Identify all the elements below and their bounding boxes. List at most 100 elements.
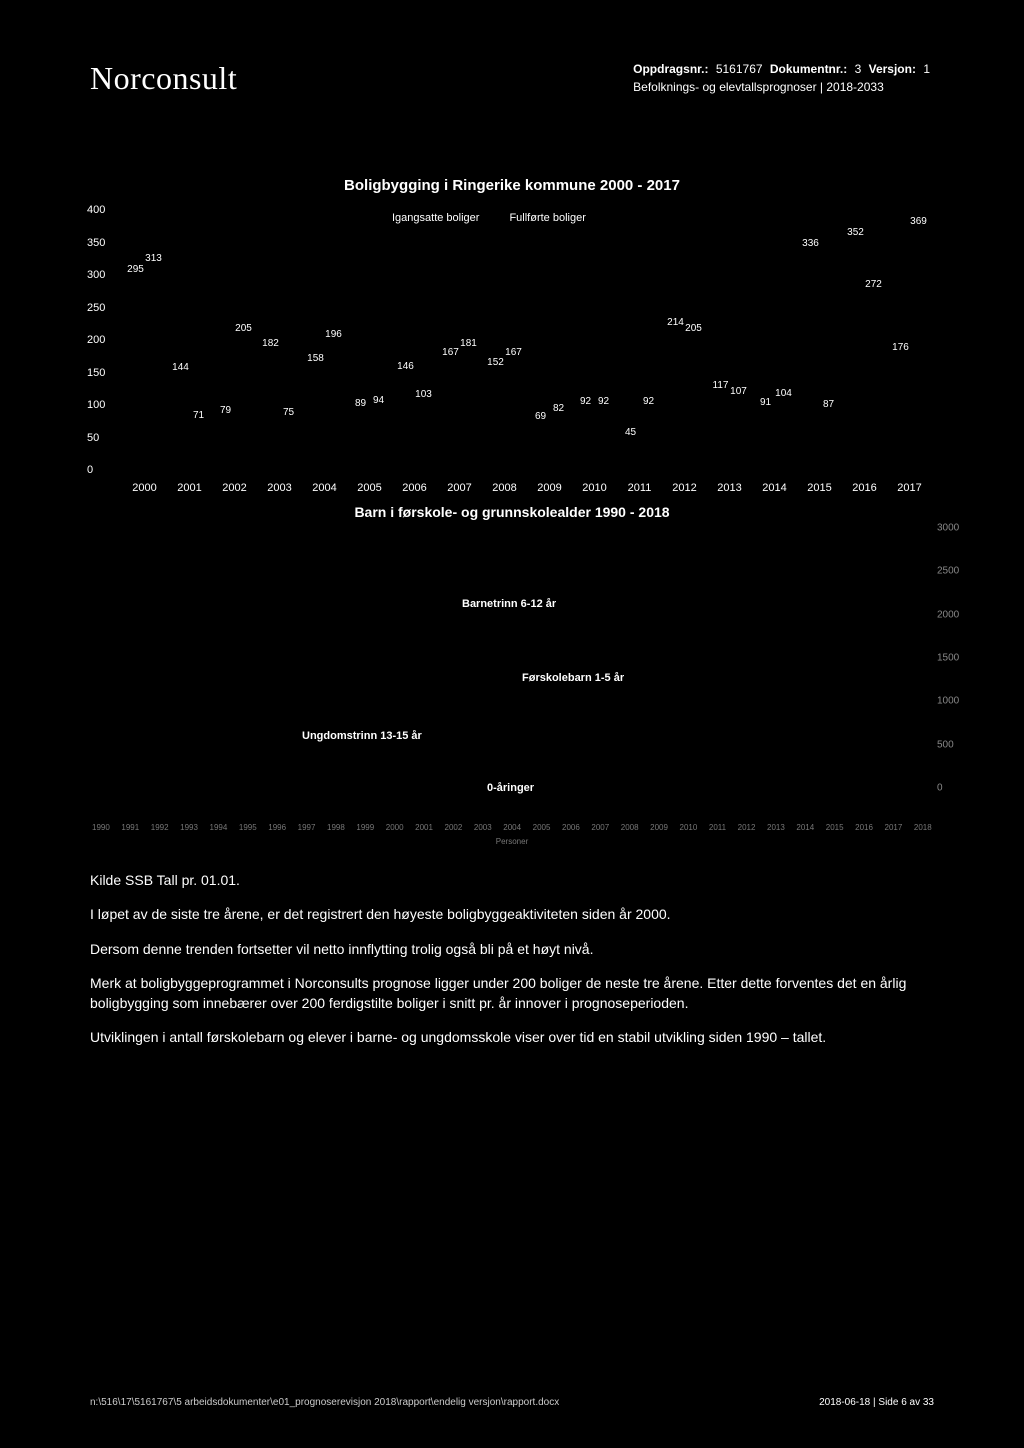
bar-fullforte: 103 xyxy=(416,403,432,470)
bar-igangsatte: 92 xyxy=(578,410,594,470)
chart1-x-tick: 2013 xyxy=(710,482,750,494)
bar-value-label: 103 xyxy=(415,389,432,400)
logo: Norconsult xyxy=(90,60,237,97)
chart2-x-tick: 1999 xyxy=(356,823,374,832)
chart1-x-tick: 2015 xyxy=(800,482,840,494)
chart1-x-tick: 2003 xyxy=(260,482,300,494)
chart1-x-tick: 2004 xyxy=(305,482,345,494)
chart1-y-tick: 0 xyxy=(87,464,93,476)
chart2-x-tick: 1996 xyxy=(268,823,286,832)
bar-group: 4592 xyxy=(621,410,659,470)
bar-igangsatte: 214 xyxy=(668,331,684,470)
chart1-x-tick: 2008 xyxy=(485,482,525,494)
chart2-x-tick: 2006 xyxy=(562,823,580,832)
bar-value-label: 71 xyxy=(193,410,204,421)
bar-value-label: 158 xyxy=(307,353,324,364)
bar-value-label: 272 xyxy=(865,279,882,290)
chart2-x-tick: 2000 xyxy=(386,823,404,832)
chart1-y-tick: 150 xyxy=(87,367,105,379)
chart2-x-tick: 1991 xyxy=(121,823,139,832)
legend-igangsatte: Igangsatte boliger xyxy=(392,212,479,224)
chart2-x-tick: 2012 xyxy=(738,823,756,832)
bar-igangsatte: 69 xyxy=(533,425,549,470)
chart1-legend: Igangsatte boliger Fullførte boliger xyxy=(392,212,586,224)
bar-fullforte: 205 xyxy=(686,337,702,470)
bar-group: 167181 xyxy=(441,352,479,470)
bar-igangsatte: 89 xyxy=(353,412,369,470)
bar-value-label: 87 xyxy=(823,399,834,410)
oppdrag-value: 5161767 xyxy=(716,62,763,76)
bar-value-label: 313 xyxy=(145,253,162,264)
chart2-x-tick: 2003 xyxy=(474,823,492,832)
chart1-x-tick: 2001 xyxy=(170,482,210,494)
bar-value-label: 176 xyxy=(892,342,909,353)
bar-value-label: 336 xyxy=(802,238,819,249)
bar-value-label: 92 xyxy=(580,396,591,407)
bar-value-label: 167 xyxy=(442,347,459,358)
bar-value-label: 92 xyxy=(598,396,609,407)
dokument-value: 3 xyxy=(855,62,862,76)
bar-group: 6982 xyxy=(531,417,569,470)
bar-value-label: 75 xyxy=(283,407,294,418)
bar-igangsatte: 91 xyxy=(758,411,774,470)
bar-fullforte: 71 xyxy=(191,424,207,470)
chart1-x-tick: 2009 xyxy=(530,482,570,494)
bar-fullforte: 181 xyxy=(461,352,477,470)
bar-group: 117107 xyxy=(711,394,749,470)
chart2-x-tick: 2007 xyxy=(591,823,609,832)
chart1-y-tick: 100 xyxy=(87,399,105,411)
bar-fullforte: 92 xyxy=(596,410,612,470)
chart2-y-tick: 3000 xyxy=(937,523,959,534)
bar-fullforte: 94 xyxy=(371,409,387,470)
bar-igangsatte: 352 xyxy=(848,241,864,470)
chart-boligbygging: Igangsatte boliger Fullførte boliger 050… xyxy=(92,204,932,494)
bar-group: 214205 xyxy=(666,331,704,470)
bar-fullforte: 313 xyxy=(146,267,162,470)
bar-fullforte: 107 xyxy=(731,400,747,470)
bar-value-label: 89 xyxy=(355,398,366,409)
bar-value-label: 94 xyxy=(373,395,384,406)
bar-igangsatte: 176 xyxy=(893,356,909,470)
bar-value-label: 117 xyxy=(713,380,729,391)
bar-value-label: 167 xyxy=(505,347,522,358)
oppdrag-label: Oppdragsnr.: xyxy=(633,62,708,76)
bar-group: 295313 xyxy=(126,267,164,470)
header-subtitle: Befolknings- og elevtallsprognoser | 201… xyxy=(633,78,934,96)
chart2-y-tick: 500 xyxy=(937,739,954,750)
series-label-barnetrinn: Barnetrinn 6-12 år xyxy=(462,598,556,610)
bar-group: 158196 xyxy=(306,343,344,470)
bar-igangsatte: 79 xyxy=(218,419,234,470)
bar-igangsatte: 146 xyxy=(398,375,414,470)
bar-igangsatte: 182 xyxy=(263,352,279,470)
chart1-x-tick: 2000 xyxy=(125,482,165,494)
bar-group: 176369 xyxy=(891,230,929,470)
bar-value-label: 104 xyxy=(775,388,792,399)
bar-fullforte: 92 xyxy=(641,410,657,470)
bar-value-label: 144 xyxy=(172,362,189,373)
bar-igangsatte: 152 xyxy=(488,371,504,470)
versjon-label: Versjon: xyxy=(869,62,916,76)
chart2-x-tick: 2005 xyxy=(533,823,551,832)
bar-group: 352272 xyxy=(846,241,884,470)
chart2-x-tick: 2016 xyxy=(855,823,873,832)
bar-fullforte: 167 xyxy=(506,361,522,470)
bar-fullforte: 272 xyxy=(866,293,882,470)
chart1-title: Boligbygging i Ringerike kommune 2000 - … xyxy=(90,177,934,194)
chart1-x-tick: 2012 xyxy=(665,482,705,494)
bar-igangsatte: 295 xyxy=(128,278,144,470)
chart2-y-tick: 0 xyxy=(937,783,943,794)
footer-path: n:\516\17\5161767\5 arbeidsdokumenter\e0… xyxy=(90,1397,559,1408)
chart1-y-tick: 300 xyxy=(87,269,105,281)
bar-value-label: 352 xyxy=(847,227,864,238)
bar-value-label: 205 xyxy=(235,323,252,334)
chart2-x-tick: 2017 xyxy=(885,823,903,832)
bar-value-label: 214 xyxy=(667,317,684,328)
bar-value-label: 182 xyxy=(262,338,279,349)
paragraph-2: I løpet av de siste tre årene, er det re… xyxy=(90,904,934,924)
chart2-x-tick: 2009 xyxy=(650,823,668,832)
page-footer: n:\516\17\5161767\5 arbeidsdokumenter\e0… xyxy=(90,1397,934,1408)
bar-igangsatte: 158 xyxy=(308,367,324,470)
chart1-y-tick: 250 xyxy=(87,302,105,314)
dokument-label: Dokumentnr.: xyxy=(770,62,847,76)
chart1-x-tick: 2014 xyxy=(755,482,795,494)
